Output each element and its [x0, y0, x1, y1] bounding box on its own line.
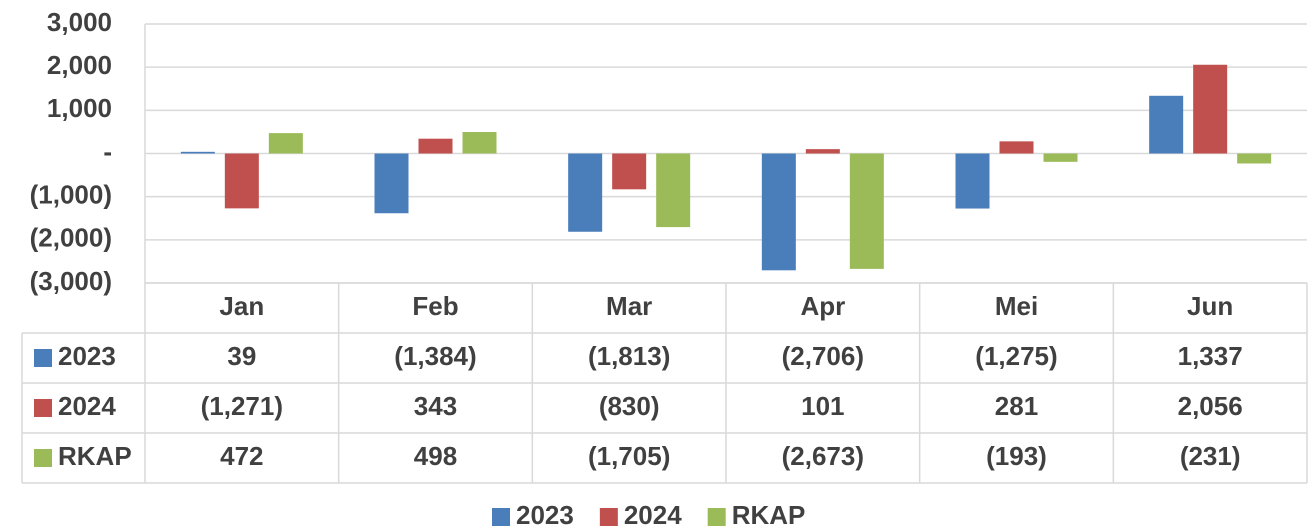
table-cell: (1,705): [588, 441, 670, 471]
y-tick-label: (3,000): [30, 266, 112, 296]
y-tick-label: 1,000: [47, 93, 112, 123]
table-cell: 101: [801, 391, 844, 421]
bar: [374, 153, 409, 214]
legend-label: 2023: [516, 500, 574, 530]
table-cell: 2,056: [1178, 391, 1243, 421]
row-label: 2024: [58, 391, 116, 421]
y-tick-label: 2,000: [47, 50, 112, 80]
table-cell: (2,673): [782, 441, 864, 471]
bar: [761, 153, 796, 271]
y-tick-label: (2,000): [30, 223, 112, 253]
y-tick-label: -: [103, 136, 112, 166]
y-tick-label: (1,000): [30, 180, 112, 210]
legend-label: RKAP: [732, 500, 806, 530]
legend-swatch: [492, 508, 510, 526]
legend-label: 2024: [624, 500, 682, 530]
x-tick-label: Mei: [995, 291, 1038, 321]
x-tick-label: Jun: [1187, 291, 1233, 321]
bar: [418, 138, 453, 154]
table-cell: 281: [995, 391, 1038, 421]
x-tick-label: Jan: [219, 291, 264, 321]
bar: [1043, 153, 1078, 162]
table-cell: (1,384): [394, 341, 476, 371]
y-tick-label: 3,000: [47, 7, 112, 37]
table-cell: (1,275): [975, 341, 1057, 371]
table-cell: (830): [599, 391, 660, 421]
bar: [656, 153, 691, 228]
bar: [1193, 64, 1228, 154]
table-cell: 498: [414, 441, 457, 471]
table-cell: 343: [414, 391, 457, 421]
bar: [955, 153, 990, 209]
legend-swatch: [34, 399, 52, 417]
table-cell: (193): [986, 441, 1047, 471]
table-cell: (2,706): [782, 341, 864, 371]
bar: [1149, 95, 1184, 154]
bar: [1237, 153, 1272, 164]
legend-swatch: [34, 449, 52, 467]
table-cell: (1,813): [588, 341, 670, 371]
x-tick-label: Mar: [606, 291, 652, 321]
bar: [849, 153, 884, 269]
table-cell: 472: [220, 441, 263, 471]
legend-swatch: [599, 508, 618, 526]
bar: [999, 141, 1034, 154]
bar: [268, 133, 303, 154]
bar: [805, 149, 840, 154]
table-cell: 1,337: [1178, 341, 1243, 371]
x-tick-label: Feb: [412, 291, 458, 321]
legend-swatch: [707, 508, 726, 526]
row-label: RKAP: [58, 441, 132, 471]
table-cell: 39: [227, 341, 256, 371]
table-cell: (1,271): [201, 391, 283, 421]
table-cell: (231): [1180, 441, 1241, 471]
bar: [224, 153, 259, 209]
bar: [180, 151, 215, 154]
legend-swatch: [34, 349, 52, 367]
bar: [612, 153, 647, 190]
x-tick-label: Apr: [800, 291, 845, 321]
bar: [462, 132, 497, 154]
bar: [568, 153, 603, 232]
row-label: 2023: [58, 341, 116, 371]
